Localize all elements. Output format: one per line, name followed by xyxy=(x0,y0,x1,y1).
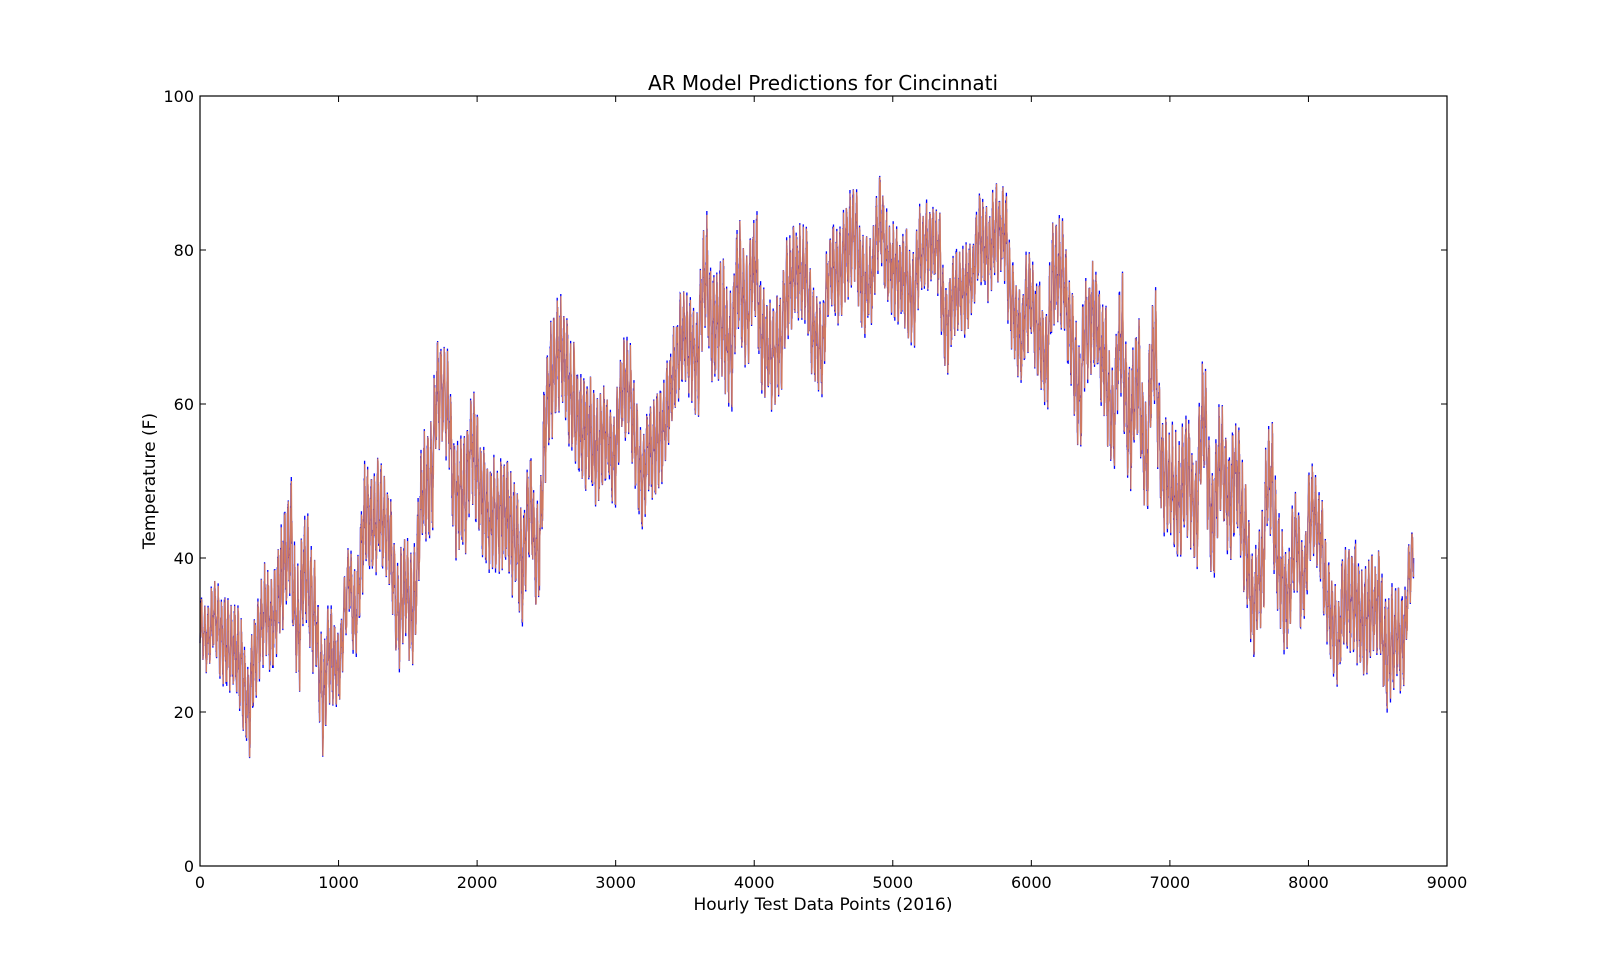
x-tick-label: 8000 xyxy=(1288,873,1329,892)
y-tick-label: 0 xyxy=(184,857,194,876)
y-tick-label: 100 xyxy=(163,87,194,106)
ticks-layer: 0 1000 2000 3000 4000 5000 6000 7000 8000 9000 0 20… xyxy=(163,87,1467,892)
x-tick-label: 3000 xyxy=(595,873,636,892)
x-tick-label: 9000 xyxy=(1427,873,1468,892)
y-tick-label: 40 xyxy=(174,549,194,568)
y-tick-label: 60 xyxy=(174,395,194,414)
y-tick-label: 20 xyxy=(174,703,194,722)
x-tick-label: 1000 xyxy=(318,873,359,892)
y-axis-label: Temperature (F) xyxy=(140,413,160,550)
plot-frame xyxy=(199,95,1448,867)
x-tick-label: 4000 xyxy=(734,873,775,892)
series-line-predicted xyxy=(199,176,1415,758)
x-tick-label: 6000 xyxy=(1011,873,1052,892)
x-axis-label: Hourly Test Data Points (2016) xyxy=(693,895,952,915)
x-tick-label: 7000 xyxy=(1150,873,1191,892)
x-tick-label: 0 xyxy=(195,873,205,892)
y-tick-label: 80 xyxy=(174,241,194,260)
x-tick-label: 5000 xyxy=(872,873,913,892)
x-tick-label: 2000 xyxy=(457,873,498,892)
chart-title: AR Model Predictions for Cincinnati xyxy=(648,71,998,95)
series-layer xyxy=(199,175,1415,759)
